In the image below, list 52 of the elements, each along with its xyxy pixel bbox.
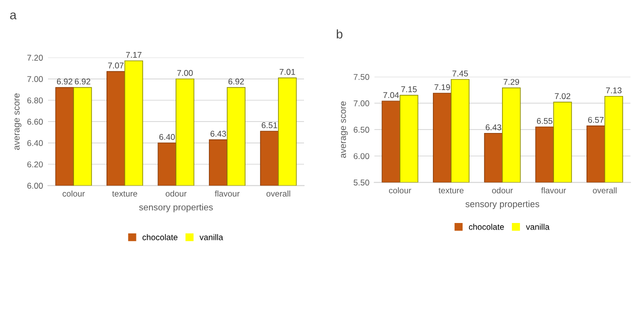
x-tick-label: overall xyxy=(592,187,617,194)
text: 7.07 xyxy=(108,62,124,68)
x-tick-label: flavour xyxy=(541,187,566,194)
y-tick-label: 6.00 xyxy=(354,153,370,160)
x-tick-label: colour xyxy=(389,187,412,194)
y-tick-label: 5.50 xyxy=(354,180,370,186)
text: 7.19 xyxy=(434,84,450,90)
text: 7.29 xyxy=(504,78,520,85)
legend-label: vanilla xyxy=(200,234,224,240)
x-tick-label: texture xyxy=(438,188,464,194)
text: 6.57 xyxy=(588,116,604,123)
x-tick-label: texture xyxy=(112,191,138,197)
y-tick-label: 7.20 xyxy=(27,54,43,61)
legend-label: chocolate xyxy=(468,224,504,230)
x-axis-title: sensory properties xyxy=(139,204,213,212)
text: 7.45 xyxy=(452,70,468,76)
text: 7.13 xyxy=(606,87,622,94)
x-tick-label: flavour xyxy=(214,190,240,197)
y-tick-label: 7.00 xyxy=(27,76,43,82)
text: 7.04 xyxy=(383,92,399,98)
text: 7.17 xyxy=(126,52,142,58)
y-axis-title: average score xyxy=(14,93,22,150)
text: 6.40 xyxy=(159,134,175,140)
y-tick-label: 6.50 xyxy=(354,126,370,133)
x-tick-label: odour xyxy=(166,190,187,197)
x-tick-label: overall xyxy=(266,190,290,197)
y-tick-label: 6.20 xyxy=(27,161,43,168)
y-tick-label: 6.00 xyxy=(27,182,43,189)
text: 6.51 xyxy=(262,122,278,128)
text: 6.92 xyxy=(74,78,90,84)
text: 7.15 xyxy=(401,86,417,92)
y-tick-label: 6.60 xyxy=(27,118,43,125)
x-tick-label: odour xyxy=(492,187,513,194)
x-tick-label: colour xyxy=(62,190,85,197)
legend-label: vanilla xyxy=(526,224,550,230)
text: 6.55 xyxy=(536,118,552,124)
chart-title: b xyxy=(336,29,342,39)
text: 7.01 xyxy=(280,68,296,75)
text: 6.92 xyxy=(228,78,244,84)
text: 6.43 xyxy=(486,124,502,130)
y-tick-label: 7.00 xyxy=(354,100,370,106)
chart-title: a xyxy=(10,12,17,20)
text: 6.92 xyxy=(56,78,72,84)
text: 6.43 xyxy=(210,130,226,137)
y-tick-label: 6.80 xyxy=(27,97,43,104)
y-tick-label: 6.40 xyxy=(27,140,43,146)
y-tick-label: 7.50 xyxy=(354,74,370,80)
x-axis-title: sensory properties xyxy=(466,200,540,209)
y-axis-title: average score xyxy=(341,101,348,158)
text: 7.00 xyxy=(177,70,193,76)
legend-label: chocolate xyxy=(142,234,178,240)
text: 7.02 xyxy=(554,93,570,100)
